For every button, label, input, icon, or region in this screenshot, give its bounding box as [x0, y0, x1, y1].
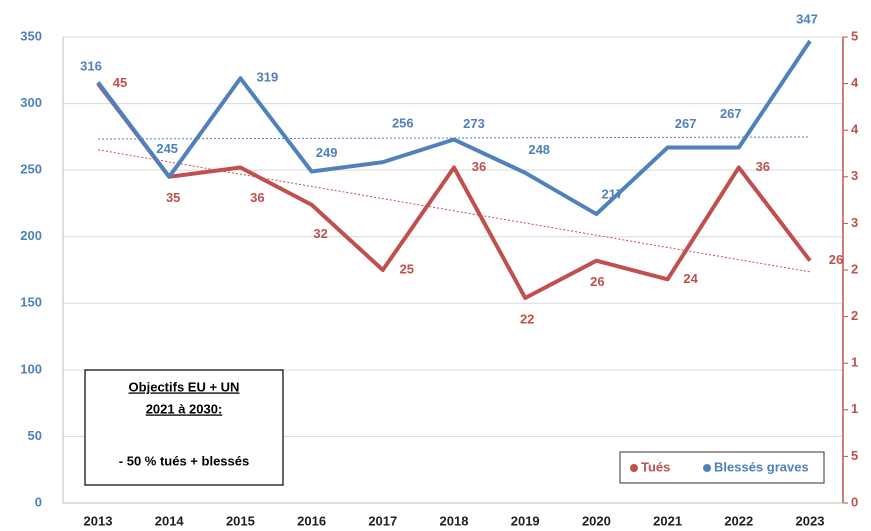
- data-label: 36: [250, 190, 264, 205]
- x-tick-label: 2017: [368, 513, 397, 528]
- x-tick-label: 2023: [796, 513, 825, 528]
- legend-marker: [630, 464, 638, 472]
- y2-tick-label: 2: [851, 261, 858, 276]
- x-tick-label: 2022: [724, 513, 753, 528]
- y-tick-label: 100: [20, 361, 42, 376]
- y2-tick-label: 4: [851, 75, 859, 90]
- legend-label: Blessés graves: [714, 459, 809, 474]
- data-label: 26: [829, 252, 843, 267]
- data-label: 25: [400, 261, 414, 276]
- y2-tick-label: 3: [851, 168, 858, 183]
- x-tick-label: 2021: [653, 513, 682, 528]
- annotation: Objectifs EU + UN: [129, 379, 240, 394]
- data-label: 316: [80, 59, 102, 74]
- data-label: 22: [520, 311, 534, 326]
- y-tick-label: 300: [20, 95, 42, 110]
- y2-tick-label: 5: [851, 28, 858, 43]
- x-tick-label: 2018: [440, 513, 469, 528]
- data-label: 273: [463, 116, 485, 131]
- y2-tick-label: 4: [851, 122, 859, 137]
- legend-marker: [703, 464, 711, 472]
- data-label: 32: [313, 226, 327, 241]
- y2-tick-label: 5: [851, 448, 858, 463]
- data-label: 256: [392, 116, 414, 131]
- legend-label: Tués: [641, 459, 670, 474]
- data-label: 319: [257, 70, 279, 85]
- data-label: 36: [472, 159, 486, 174]
- data-label: 245: [156, 141, 178, 156]
- series-line: [96, 82, 812, 300]
- data-label: 249: [316, 145, 338, 160]
- y-tick-label: 150: [20, 295, 42, 310]
- data-label: 35: [166, 190, 180, 205]
- y2-tick-label: 2: [851, 308, 858, 323]
- x-tick-label: 2016: [297, 513, 326, 528]
- data-label: 24: [683, 271, 698, 286]
- legend-box: [619, 451, 825, 484]
- y-tick-label: 350: [20, 28, 42, 43]
- y-tick-label: 0: [35, 494, 42, 509]
- annotation: - 50 % tués + blessés: [119, 453, 249, 468]
- annotation-box: [84, 369, 284, 486]
- x-tick-label: 2013: [84, 513, 113, 528]
- data-label: 347: [796, 11, 818, 26]
- data-label: 248: [528, 142, 550, 157]
- data-label: 267: [720, 106, 742, 121]
- y-tick-label: 250: [20, 162, 42, 177]
- data-label: 217: [602, 187, 624, 202]
- y2-tick-label: 1: [851, 355, 858, 370]
- series-line: [96, 39, 812, 217]
- data-label: 267: [675, 116, 697, 131]
- annotation: 2021 à 2030:: [146, 401, 223, 416]
- x-tick-label: 2020: [582, 513, 611, 528]
- x-tick-label: 2019: [511, 513, 540, 528]
- data-label: 36: [756, 159, 770, 174]
- y2-tick-label: 3: [851, 215, 858, 230]
- x-tick-label: 2014: [155, 513, 185, 528]
- data-label: 45: [113, 75, 127, 90]
- y2-tick-label: 0: [851, 494, 858, 509]
- x-tick-label: 2015: [226, 513, 255, 528]
- y-tick-label: 200: [20, 228, 42, 243]
- y-tick-label: 50: [28, 428, 42, 443]
- y2-tick-label: 1: [851, 401, 858, 416]
- data-label: 26: [590, 274, 604, 289]
